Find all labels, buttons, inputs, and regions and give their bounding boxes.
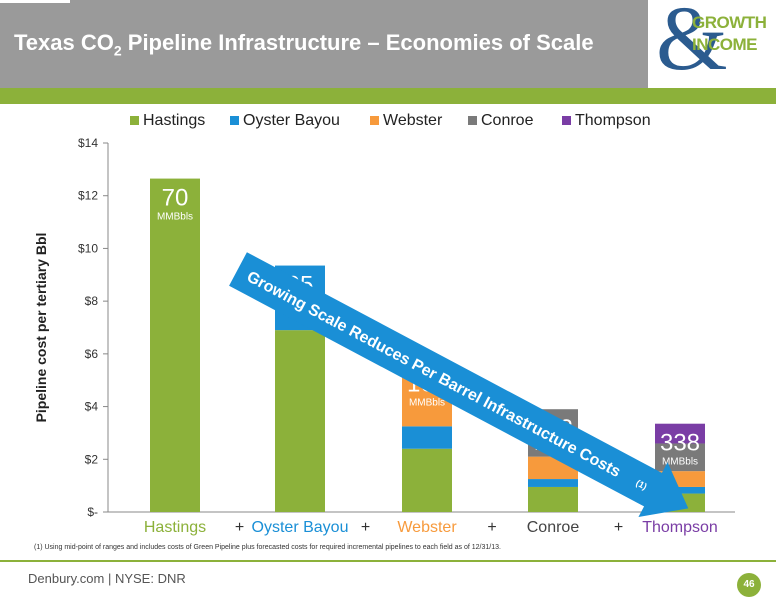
- header-green-stripe: [0, 88, 776, 104]
- y-axis-title: Pipeline cost per tertiary Bbl: [33, 233, 49, 423]
- logo-line-2: INCOME: [692, 35, 758, 54]
- stacked-bar-chart: Hastings Oyster Bayou Webster Conroe Thompso…: [33, 112, 735, 536]
- legend-label-3: Webster: [383, 112, 443, 129]
- arrow-caption-note: (1): [634, 478, 648, 492]
- x-separator-2: +: [361, 519, 370, 536]
- chart-footnote: (1) Using mid-point of ranges and includ…: [34, 544, 501, 551]
- y-tick-label-3: $6: [85, 347, 99, 361]
- bar-3-segment-2: [402, 426, 452, 449]
- header-bar: Texas CO2 Pipeline Infrastructure – Econ…: [0, 0, 776, 88]
- y-tick-label-7: $14: [78, 136, 98, 150]
- title-part-rest: Pipeline Infrastructure – Economies of S…: [121, 30, 594, 55]
- bar-1-unit-label: MMBbls: [157, 212, 193, 223]
- y-tick-label-0: $-: [87, 505, 98, 519]
- legend-label-2: Oyster Bayou: [243, 112, 340, 129]
- y-tick-label-4: $8: [85, 294, 99, 308]
- legend-swatch-2: [230, 116, 239, 125]
- bar-4-segment-1: [528, 486, 578, 512]
- x-category-label-2: Oyster Bayou: [252, 519, 349, 536]
- x-category-label-4: Conroe: [527, 519, 580, 536]
- legend-label-1: Hastings: [143, 112, 205, 129]
- bar-4-segment-2: [528, 479, 578, 487]
- y-tick-label-6: $12: [78, 189, 98, 203]
- footer-company-text: Denbury.com | NYSE: DNR: [28, 571, 186, 586]
- y-tick-label-5: $10: [78, 241, 98, 255]
- legend-swatch-5: [562, 116, 571, 125]
- legend-label-4: Conroe: [481, 112, 534, 129]
- x-separator-4: +: [614, 519, 623, 536]
- page-number-badge: 46: [737, 573, 761, 597]
- title-subscript: 2: [113, 42, 122, 59]
- bar-3-unit-label: MMBbls: [409, 397, 445, 408]
- bar-3-segment-1: [402, 448, 452, 512]
- bar-5-volume-label: 338: [660, 430, 700, 457]
- x-category-label-1: Hastings: [144, 519, 206, 536]
- bar-5-segment-5: [655, 423, 705, 444]
- bar-5-unit-label: MMBbls: [662, 457, 698, 468]
- x-category-label-5: Thompson: [642, 519, 718, 536]
- logo-ampersand: &: [656, 0, 728, 89]
- title-part-main: Texas CO: [14, 30, 114, 55]
- bar-5-segment-4: [655, 443, 705, 472]
- bar-1-segment-1: [150, 178, 200, 512]
- y-tick-label-1: $2: [85, 452, 99, 466]
- x-separator-1: +: [235, 519, 244, 536]
- x-category-label-3: Webster: [397, 519, 457, 536]
- bar-2-segment-1: [275, 330, 325, 512]
- scale-arrow: [229, 252, 689, 518]
- x-separator-3: +: [487, 519, 496, 536]
- y-tick-label-2: $4: [85, 400, 99, 414]
- legend-swatch-1: [130, 116, 139, 125]
- bar-1-volume-label: 70: [162, 185, 189, 212]
- logo-line-1: GROWTH: [692, 13, 767, 32]
- footer-divider: [0, 560, 776, 562]
- legend-label-5: Thompson: [575, 112, 651, 129]
- legend-swatch-4: [468, 116, 477, 125]
- legend-swatch-3: [370, 116, 379, 125]
- growth-income-logo: & GROWTH INCOME: [648, 0, 776, 88]
- page-title: Texas CO2 Pipeline Infrastructure – Econ…: [14, 30, 594, 58]
- header-accent-line: [0, 0, 70, 3]
